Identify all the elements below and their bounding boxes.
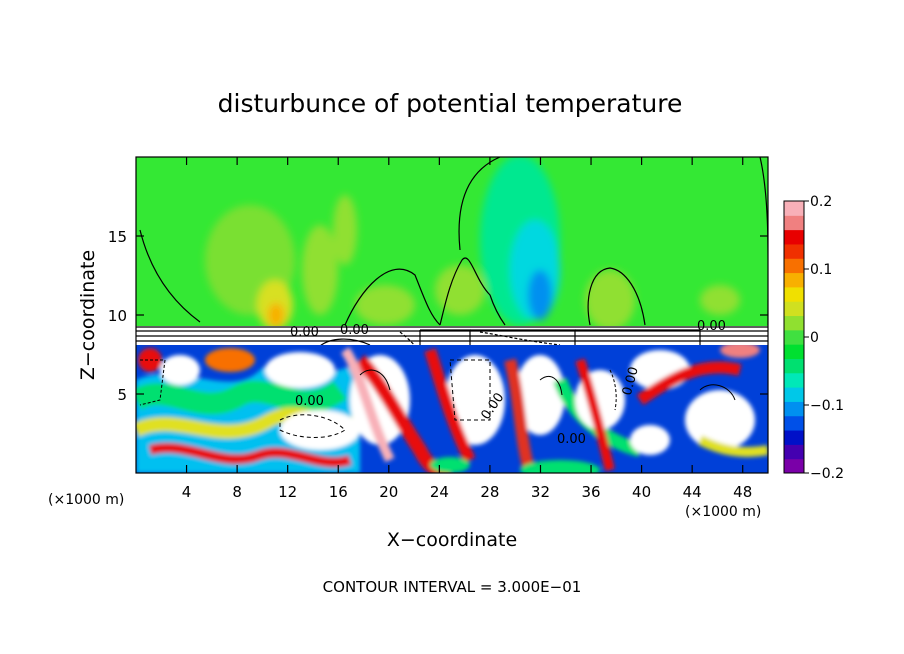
chart-title: disturbunce of potential temperature xyxy=(218,89,683,118)
contour-label: 0.00 xyxy=(340,323,369,338)
contour-label: 0.00 xyxy=(697,319,726,334)
colorbar-swatch xyxy=(784,301,804,317)
colorbar-swatch xyxy=(784,329,804,345)
x-tick-label: 32 xyxy=(531,483,550,501)
y-axis-label: Z−coordinate xyxy=(77,250,99,380)
x-axis-label: X−coordinate xyxy=(387,529,517,551)
colorbar-tick-label: 0 xyxy=(810,330,819,346)
colorbar-swatch xyxy=(784,358,804,374)
colorbar-swatch xyxy=(784,401,804,417)
y-axis: 5 10 15 xyxy=(108,228,768,404)
x-tick-label: 16 xyxy=(329,483,348,501)
colorbar-swatch xyxy=(784,201,804,216)
colorbar-swatch xyxy=(784,215,804,231)
colorbar-swatch xyxy=(784,258,804,274)
x-tick-label: 8 xyxy=(232,483,242,501)
x-axis: 4 8 12 16 20 24 28 32 36 40 44 48 xyxy=(182,157,752,501)
colorbar-swatch xyxy=(784,372,804,388)
contour-label: 0.00 xyxy=(620,365,642,397)
y-tick-label: 15 xyxy=(108,228,127,246)
colorbar-swatch xyxy=(784,415,804,431)
x-tick-label: 4 xyxy=(182,483,192,501)
x-tick-label: 12 xyxy=(278,483,297,501)
contour-label: 0.00 xyxy=(290,325,319,340)
x-tick-label: 36 xyxy=(581,483,600,501)
colorbar-swatch xyxy=(784,229,804,245)
x-tick-label: 48 xyxy=(733,483,752,501)
contour-label: 0.00 xyxy=(557,432,586,447)
plot-area: 0.00 0.00 0.00 0.00 0.00 0.00 0.00 xyxy=(136,157,768,473)
lower-field xyxy=(136,345,768,473)
colorbar-tick-label: −0.1 xyxy=(810,398,844,414)
x-unit-label-left: (×1000 m) xyxy=(48,492,124,508)
colorbar-swatch xyxy=(784,243,804,259)
colorbar-swatch xyxy=(784,430,804,445)
y-tick-label: 5 xyxy=(117,386,127,404)
colorbar-swatch xyxy=(784,444,804,460)
colorbar-tick-label: 0.1 xyxy=(810,262,832,278)
x-tick-label: 40 xyxy=(632,483,651,501)
colorbar: 0.2 0.1 0 −0.1 −0.2 xyxy=(783,194,844,482)
colorbar-swatch xyxy=(784,315,804,331)
colorbar-swatch xyxy=(784,458,804,474)
contour-label: 0.00 xyxy=(295,394,324,409)
x-tick-label: 44 xyxy=(683,483,702,501)
colorbar-swatch xyxy=(784,344,804,359)
contour-interval-note: CONTOUR INTERVAL = 3.000E−01 xyxy=(323,578,582,596)
colorbar-swatch xyxy=(784,272,804,288)
x-tick-label: 20 xyxy=(379,483,398,501)
x-tick-label: 24 xyxy=(430,483,449,501)
x-tick-label: 28 xyxy=(480,483,499,501)
colorbar-tick-label: −0.2 xyxy=(810,466,844,482)
colorbar-swatch xyxy=(784,286,804,302)
upper-anomalies xyxy=(205,157,740,330)
colorbar-tick-label: 0.2 xyxy=(810,194,832,210)
colorbar-swatch xyxy=(784,387,804,402)
inversion-band xyxy=(136,326,768,347)
y-tick-label: 10 xyxy=(108,307,127,325)
x-unit-label-right: (×1000 m) xyxy=(685,504,761,520)
